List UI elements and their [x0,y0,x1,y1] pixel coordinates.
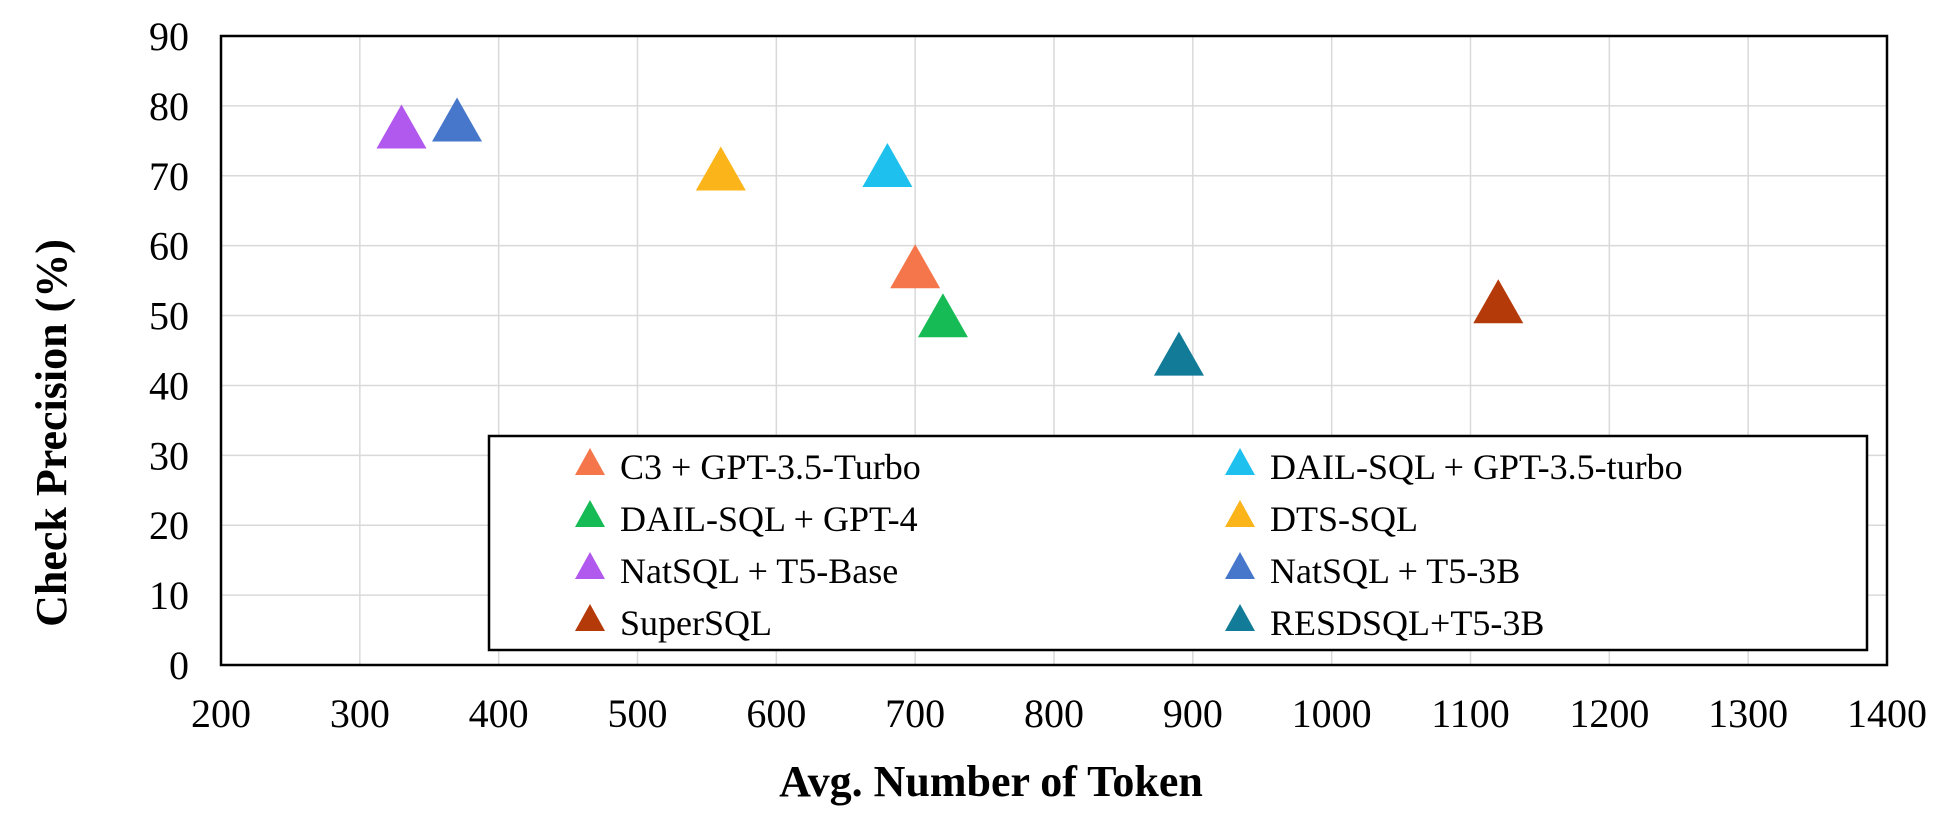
x-tick-label: 500 [608,691,668,736]
y-tick-label: 20 [149,503,189,548]
legend-box [487,434,1869,652]
legend-label: DTS-SQL [1270,499,1418,539]
data-point-natsql-t5-3b [432,97,483,142]
x-tick-label: 400 [469,691,529,736]
y-tick-label: 40 [149,363,189,408]
legend-label: NatSQL + T5-Base [620,551,898,591]
legend-marker [1225,448,1255,475]
data-point-c3-gpt-3-5-turbo [890,244,941,289]
x-axis-label: Avg. Number of Token [779,757,1203,806]
y-tick-label: 50 [149,294,189,339]
legend-label: C3 + GPT-3.5-Turbo [620,447,921,487]
legend-marker [575,604,605,631]
legend-marker [575,500,605,527]
y-tick-label: 80 [149,84,189,129]
data-point-dts-sql [695,146,746,191]
legend-label: DAIL-SQL + GPT-3.5-turbo [1270,447,1683,487]
y-axis-label: Check Precision (%) [27,239,76,627]
y-tick-label: 90 [149,14,189,59]
legend-marker [575,552,605,579]
legend-label: DAIL-SQL + GPT-4 [620,499,918,539]
legend-label: NatSQL + T5-3B [1270,551,1520,591]
y-tick-label: 70 [149,154,189,199]
data-point-dail-sql-gpt-3-5-turbo [862,142,913,187]
data-point-dail-sql-gpt-4 [917,293,968,338]
x-tick-label: 1300 [1708,691,1788,736]
legend-items: C3 + GPT-3.5-Turbo DAIL-SQL + GPT-3.5-tur… [575,447,1683,643]
y-tick-label: 10 [149,573,189,618]
x-tick-label: 300 [330,691,390,736]
legend-label: RESDSQL+T5-3B [1270,603,1544,643]
x-tick-label: 1100 [1431,691,1510,736]
legend-label: SuperSQL [620,603,772,643]
y-axis-ticks: 0 10 20 30 40 50 60 70 80 90 [149,14,189,688]
x-tick-label: 600 [746,691,806,736]
x-tick-label: 1200 [1569,691,1649,736]
y-tick-label: 60 [149,224,189,269]
legend-marker [1225,552,1255,579]
x-tick-label: 800 [1024,691,1084,736]
data-point-resdsql-t5-3b [1153,331,1204,376]
legend-marker [575,448,605,475]
legend: C3 + GPT-3.5-Turbo DAIL-SQL + GPT-3.5-tur… [487,434,1869,652]
x-tick-label: 1400 [1847,691,1927,736]
y-tick-label: 30 [149,433,189,478]
plot-frame [219,34,1889,667]
x-axis-ticks: 200 300 400 500 600 700 800 900 1000 1100 1200 1300… [191,691,1927,736]
legend-marker [1225,500,1255,527]
legend-marker [1225,604,1255,631]
x-tick-label: 200 [191,691,251,736]
y-tick-label: 0 [169,643,189,688]
data-point-supersql [1473,279,1524,324]
x-tick-label: 700 [885,691,945,736]
data-point-natsql-t5-base [376,104,427,149]
x-tick-label: 900 [1163,691,1223,736]
x-tick-label: 1000 [1292,691,1372,736]
data-markers [376,97,1524,376]
